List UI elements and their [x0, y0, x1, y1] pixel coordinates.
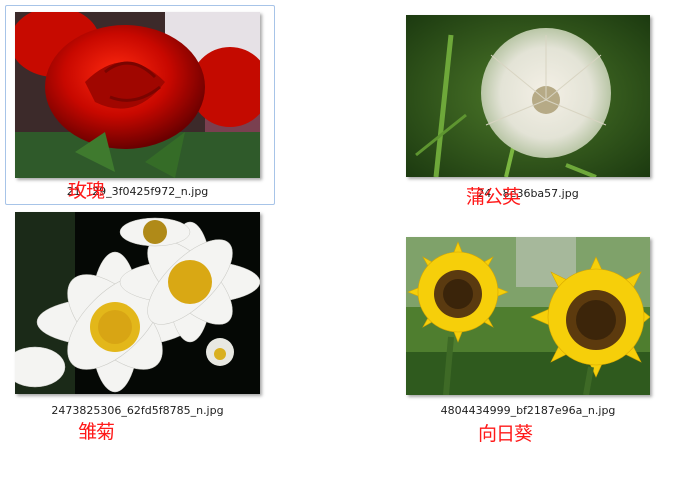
file-name: 4804434999_bf2187e96a_n.jpg — [440, 404, 616, 417]
annotation-label: 蒲公英 — [466, 186, 521, 208]
daisy-thumbnail[interactable] — [15, 212, 260, 394]
rose-thumbnail[interactable] — [15, 12, 260, 178]
annotation-label: 向日葵 — [478, 423, 533, 445]
file-tile-rose[interactable] — [5, 5, 275, 205]
sunflower-thumbnail[interactable] — [406, 237, 650, 395]
file-name: 21 29_3f0425f972_n.jpg — [66, 185, 209, 198]
annotation-label: 雏菊 — [78, 421, 115, 443]
file-name: 2473825306_62fd5f8785_n.jpg — [51, 404, 224, 417]
file-name: 24 8e36ba57.jpg — [477, 187, 579, 200]
annotation-label: 玫瑰 — [68, 180, 105, 202]
dandelion-thumbnail[interactable] — [406, 15, 650, 177]
